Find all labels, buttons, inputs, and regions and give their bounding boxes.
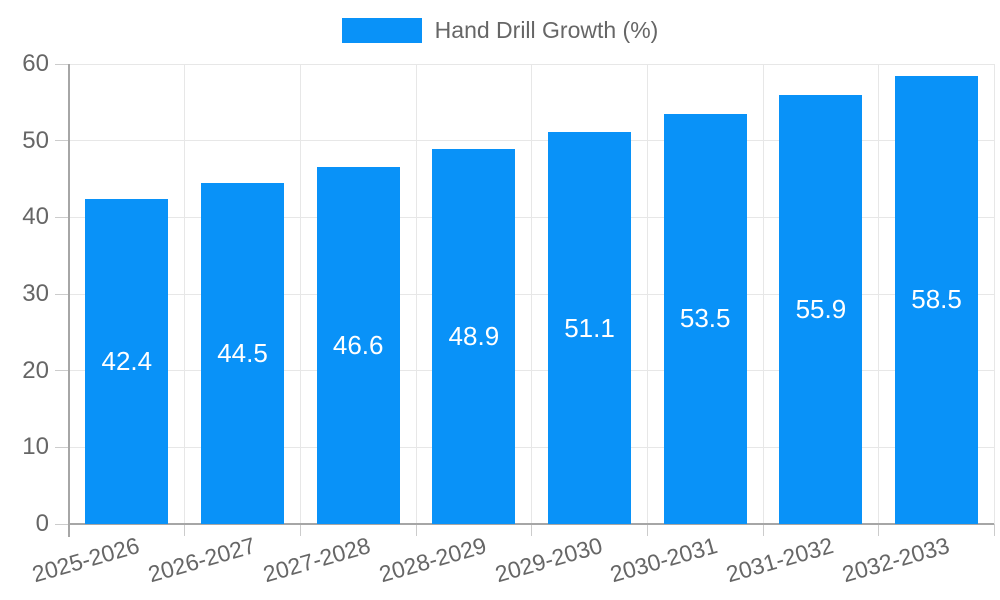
x-axis-tick xyxy=(184,524,186,536)
y-tick-label: 50 xyxy=(22,126,49,154)
x-axis-line xyxy=(69,523,995,525)
x-tick-label: 2030-2031 xyxy=(607,532,721,588)
gridline-vertical xyxy=(299,64,301,524)
y-tick-label: 30 xyxy=(22,280,49,307)
x-axis-tick xyxy=(993,524,995,536)
bar[interactable]: 58.5 xyxy=(895,75,979,524)
y-axis-line xyxy=(68,64,70,537)
bar-value-label: 44.5 xyxy=(217,337,268,368)
y-tick-label: 0 xyxy=(35,510,49,537)
bar[interactable]: 55.9 xyxy=(779,95,863,524)
x-tick-label: 2026-2027 xyxy=(144,532,258,588)
x-axis-tick xyxy=(415,524,417,536)
bar[interactable]: 53.5 xyxy=(663,113,747,524)
gridline-vertical xyxy=(415,64,417,524)
y-axis-tick xyxy=(55,370,69,372)
gridline-vertical xyxy=(646,64,648,524)
x-axis-tick xyxy=(762,524,764,536)
y-axis-tick xyxy=(55,216,69,218)
x-axis-tick xyxy=(531,524,533,536)
bar-value-label: 51.1 xyxy=(564,312,615,343)
bar[interactable]: 51.1 xyxy=(548,132,632,524)
y-axis-tick xyxy=(55,293,69,295)
x-tick-label: 2029-2030 xyxy=(491,532,605,588)
x-tick-label: 2032-2033 xyxy=(838,532,952,588)
bar[interactable]: 44.5 xyxy=(201,182,284,524)
gridline-vertical xyxy=(993,64,995,524)
legend-label: Hand Drill Growth (%) xyxy=(434,17,659,43)
y-tick-label: 20 xyxy=(22,356,49,384)
gridline-vertical xyxy=(184,64,186,524)
gridline-vertical xyxy=(878,64,880,524)
y-tick-label: 40 xyxy=(22,203,49,231)
x-tick-label: 2025-2026 xyxy=(29,532,143,588)
y-tick-label: 10 xyxy=(22,433,49,461)
x-axis-tick xyxy=(878,524,880,536)
y-axis-tick xyxy=(55,140,69,142)
bar-value-label: 42.4 xyxy=(101,345,153,376)
x-tick-label: 2028-2029 xyxy=(376,532,490,588)
gridline-vertical xyxy=(531,64,533,524)
y-tick-label: 60 xyxy=(22,50,49,77)
x-tick-label: 2027-2028 xyxy=(260,532,374,588)
gridline-vertical xyxy=(762,64,764,524)
bar-value-label: 46.6 xyxy=(332,329,384,360)
y-axis-tick xyxy=(55,63,69,65)
bar[interactable]: 42.4 xyxy=(85,198,169,524)
y-axis-tick xyxy=(55,523,69,525)
x-axis-tick xyxy=(646,524,648,536)
x-axis-tick xyxy=(299,524,301,536)
bar-value-label: 48.9 xyxy=(448,321,500,352)
bar-value-label: 53.5 xyxy=(679,303,731,334)
bar[interactable]: 46.6 xyxy=(316,166,400,524)
legend-swatch-icon xyxy=(341,18,422,43)
y-axis-tick xyxy=(55,446,69,448)
legend[interactable]: Hand Drill Growth (%) xyxy=(0,17,1000,44)
bar-value-label: 58.5 xyxy=(911,284,962,315)
bar[interactable]: 48.9 xyxy=(432,149,516,524)
x-tick-label: 2031-2032 xyxy=(723,532,837,588)
bar-value-label: 55.9 xyxy=(795,294,847,325)
